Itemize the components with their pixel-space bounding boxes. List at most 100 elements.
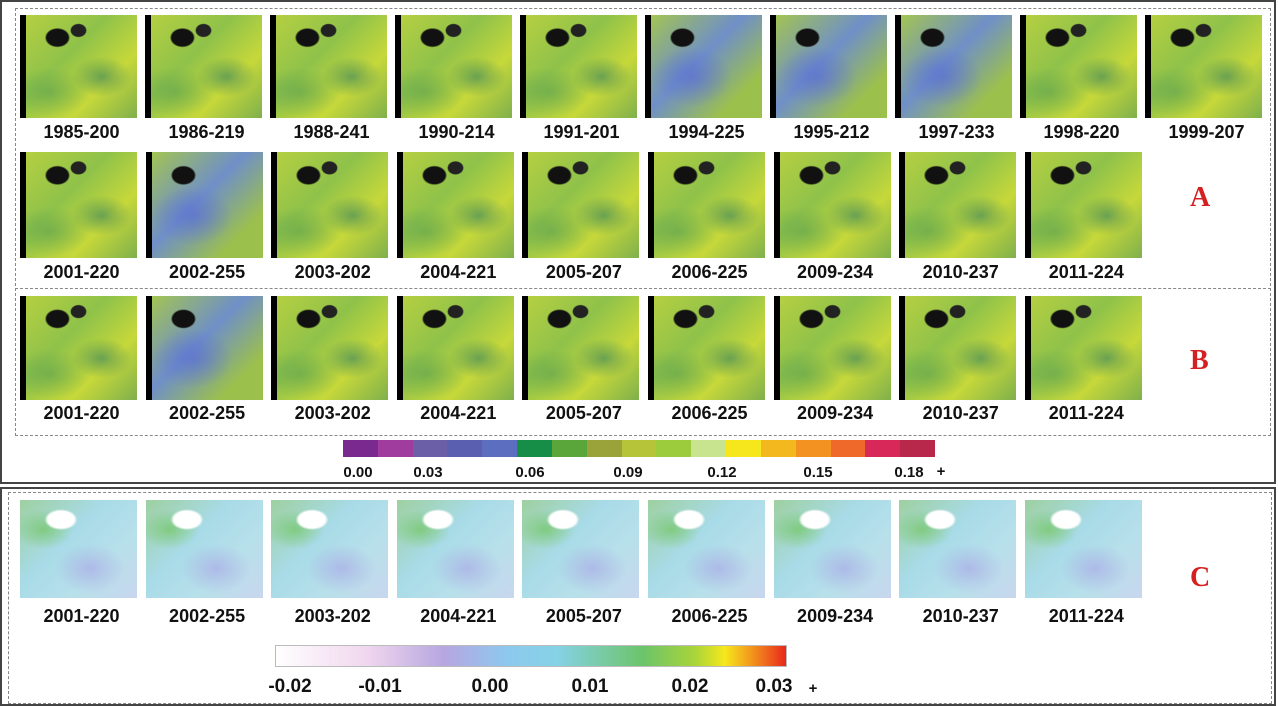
colorbar-segment [831, 440, 866, 457]
colorbar-label: 0.12 [707, 464, 736, 481]
image-tile [145, 15, 262, 118]
image-tile [395, 15, 512, 118]
image-label: 1995-212 [793, 122, 869, 143]
colorbar-segment [552, 440, 587, 457]
image-label: 1997-233 [918, 122, 994, 143]
colorbar-segment [796, 440, 831, 457]
image-tile [1145, 15, 1262, 118]
image-tile [1025, 296, 1142, 400]
image-tile [146, 296, 263, 400]
colorbar [275, 645, 787, 667]
image-label: 2005-207 [546, 403, 622, 424]
image-label: 1990-214 [418, 122, 494, 143]
colorbar-segment [691, 440, 726, 457]
image-tile [270, 15, 387, 118]
image-tile [20, 15, 137, 118]
image-tile [1020, 15, 1137, 118]
image-label: 2003-202 [295, 606, 371, 627]
image-tile [1025, 500, 1142, 598]
image-label: 2006-225 [671, 403, 747, 424]
colorbar-suffix: + [809, 680, 818, 697]
colorbar-segment [622, 440, 657, 457]
colorbar-label: 0.03 [756, 676, 793, 698]
colorbar-segment [587, 440, 622, 457]
colorbar-label: 0.06 [515, 464, 544, 481]
image-tile [774, 152, 891, 258]
image-label: 2010-237 [923, 403, 999, 424]
image-tile [20, 296, 137, 400]
image-label: 2001-220 [43, 606, 119, 627]
image-label: 2003-202 [295, 403, 371, 424]
image-tile [648, 296, 765, 400]
image-tile [522, 152, 639, 258]
colorbar-segment [482, 440, 517, 457]
image-label: 2004-221 [420, 403, 496, 424]
colorbar-label: 0.03 [413, 464, 442, 481]
colorbar-suffix: + [937, 463, 946, 480]
image-label: 2009-234 [797, 262, 873, 283]
image-label: 2010-237 [923, 606, 999, 627]
image-tile [271, 152, 388, 258]
image-tile [271, 500, 388, 598]
figure: A B C 1985-2001986-2191988-2411990-21419… [0, 0, 1278, 706]
panel-divider [15, 288, 1271, 289]
colorbar-segment [343, 440, 378, 457]
image-tile [899, 152, 1016, 258]
image-tile [20, 500, 137, 598]
image-tile [770, 15, 887, 118]
panel-letter: B [1190, 345, 1209, 377]
colorbar-segment [900, 440, 935, 457]
image-tile [648, 152, 765, 258]
image-tile [1025, 152, 1142, 258]
colorbar-label: 0.02 [672, 676, 709, 698]
colorbar-label: 0.01 [572, 676, 609, 698]
colorbar-segment [726, 440, 761, 457]
colorbar-segment [517, 440, 552, 457]
image-label: 2001-220 [43, 403, 119, 424]
colorbar-segment [656, 440, 691, 457]
image-tile [774, 296, 891, 400]
colorbar-segment [413, 440, 448, 457]
image-label: 2001-220 [43, 262, 119, 283]
colorbar-segment [447, 440, 482, 457]
image-label: 1985-200 [43, 122, 119, 143]
image-tile [271, 296, 388, 400]
image-tile [645, 15, 762, 118]
image-tile [899, 296, 1016, 400]
colorbar-label: 0.09 [613, 464, 642, 481]
colorbar-label: -0.01 [358, 676, 401, 698]
colorbar-label: 0.00 [472, 676, 509, 698]
image-tile [520, 15, 637, 118]
image-label: 2009-234 [797, 606, 873, 627]
image-tile [522, 296, 639, 400]
image-label: 2002-255 [169, 262, 245, 283]
image-tile [522, 500, 639, 598]
image-tile [895, 15, 1012, 118]
image-label: 1999-207 [1168, 122, 1244, 143]
image-label: 1994-225 [668, 122, 744, 143]
colorbar-label: 0.00 [343, 464, 372, 481]
image-tile [397, 296, 514, 400]
colorbar-label: 0.18 [894, 464, 923, 481]
image-tile [899, 500, 1016, 598]
image-tile [146, 500, 263, 598]
image-tile [648, 500, 765, 598]
image-tile [774, 500, 891, 598]
image-tile [20, 152, 137, 258]
image-tile [397, 152, 514, 258]
colorbar-segment [378, 440, 413, 457]
colorbar-segment [865, 440, 900, 457]
image-label: 2003-202 [295, 262, 371, 283]
image-label: 2011-224 [1049, 403, 1124, 424]
image-tile [397, 500, 514, 598]
image-label: 2005-207 [546, 262, 622, 283]
colorbar-segment [761, 440, 796, 457]
image-label: 1991-201 [543, 122, 619, 143]
image-label: 2011-224 [1049, 606, 1124, 627]
panel-letter: A [1190, 182, 1210, 214]
image-tile [146, 152, 263, 258]
image-label: 1988-241 [293, 122, 369, 143]
image-label: 2011-224 [1049, 262, 1124, 283]
panel-letter: C [1190, 562, 1210, 594]
image-label: 2005-207 [546, 606, 622, 627]
